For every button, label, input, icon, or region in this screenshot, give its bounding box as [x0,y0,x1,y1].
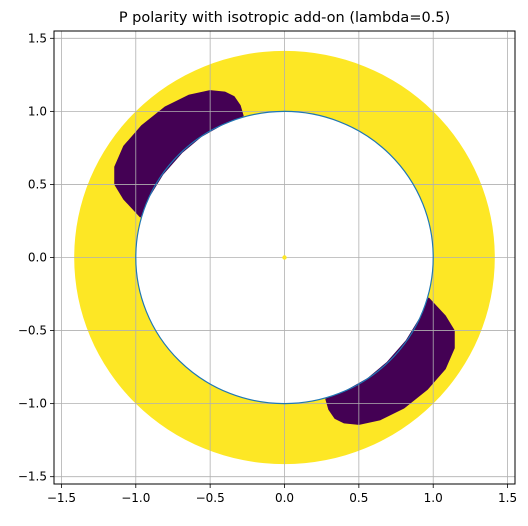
x-axis: −1.5 −1.0 −0.5 0.0 0.5 1.0 1.5 [47,484,517,505]
x-tick-label: 1.5 [498,491,517,505]
x-tick-label: 0.5 [349,491,368,505]
chart-title: P polarity with isotropic add-on (lambda… [119,10,450,26]
overlay [135,110,434,405]
center-point [282,255,287,260]
unit-circle [135,110,434,405]
y-tick-label: −1.0 [18,397,47,411]
y-tick-label: −1.5 [18,470,47,484]
x-tick-label: −1.5 [47,491,76,505]
x-tick-label: −1.0 [121,491,150,505]
y-tick-label: −0.5 [18,324,47,338]
x-tick-label: 0.0 [275,491,294,505]
x-tick-label: −0.5 [196,491,225,505]
y-tick-label: 1.5 [28,31,47,45]
y-tick-label: 0.0 [28,251,47,265]
y-tick-label: 0.5 [28,177,47,191]
y-axis: −1.5 −1.0 −0.5 0.0 0.5 1.0 1.5 [18,31,54,484]
x-tick-label: 1.0 [424,491,443,505]
y-tick-label: 1.0 [28,104,47,118]
